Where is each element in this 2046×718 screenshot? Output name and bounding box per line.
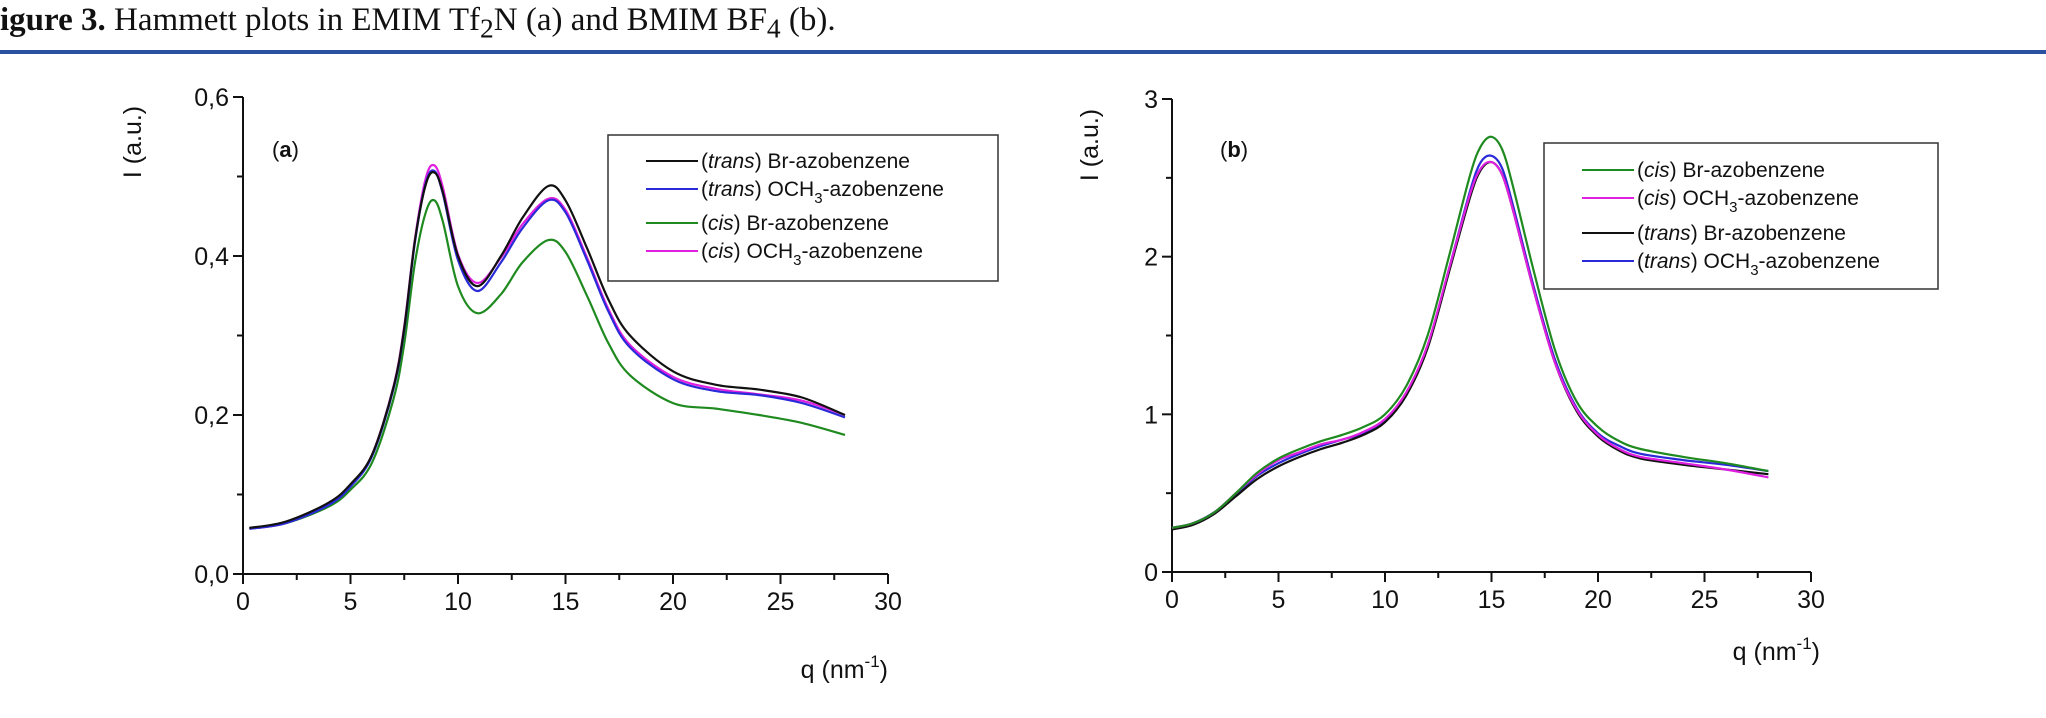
- legend-item-label: (trans) OCH3-azobenzene: [701, 178, 944, 207]
- legend-b: (cis) Br-azobenzene (cis) OCH3-azobenzene…: [1543, 142, 1939, 290]
- x-tick-label: 20: [1584, 586, 1612, 614]
- legend-box-a: [607, 134, 999, 282]
- series-line: [249, 198, 846, 530]
- legend-item-label: (cis) OCH3-azobenzene: [701, 240, 923, 269]
- x-tick-label: 20: [659, 588, 687, 616]
- caption-text-1: Hammett plots in EMIM Tf: [113, 2, 481, 38]
- y-axis-title-a: I (a.u.): [119, 106, 147, 178]
- panel-label-a: (a): [272, 137, 299, 162]
- x-tick-label: 15: [552, 588, 580, 616]
- legend-item-label: (trans) Br-azobenzene: [701, 150, 910, 173]
- figure-caption: igure 3. Hammett plots in EMIM Tf2N (a) …: [0, 2, 836, 45]
- x-tick-label: 0: [1165, 586, 1179, 614]
- legend-box-b: [1543, 142, 1939, 290]
- y-tick-label: 0,6: [194, 84, 229, 112]
- legend-item-label: (cis) OCH3-azobenzene: [1637, 187, 1859, 216]
- x-tick-label: 10: [444, 588, 472, 616]
- legend-item-label: (cis) Br-azobenzene: [1637, 159, 1825, 182]
- caption-sub-2: 4: [766, 12, 781, 44]
- caption-label: igure 3.: [0, 2, 106, 38]
- series-lines-b: [1171, 135, 1769, 531]
- x-tick-label: 15: [1478, 586, 1506, 614]
- y-tick-label: 0,0: [194, 561, 229, 589]
- y-tick-label: 1: [1144, 401, 1158, 429]
- x-tick-label: 25: [767, 588, 795, 616]
- y-tick-label: 0: [1144, 559, 1158, 587]
- series-lines-a: [249, 163, 846, 530]
- caption-text-3: (b).: [780, 2, 836, 38]
- series-line: [249, 171, 846, 529]
- axes-a: 0 5 10 15 20 25 30 0,0 0,2 0,4 0,6: [194, 84, 902, 616]
- caption-text-2: N (a) and BMIM BF: [493, 2, 767, 38]
- legend-item-label: (trans) OCH3-azobenzene: [1637, 250, 1880, 279]
- caption-sub-1: 2: [480, 12, 494, 44]
- x-tick-label: 5: [344, 588, 358, 616]
- y-axis-title-b: I (a.u.): [1076, 109, 1104, 181]
- legend-item-label: (cis) Br-azobenzene: [701, 212, 889, 235]
- caption-divider: [0, 50, 2046, 54]
- plot-panel-a: 0 5 10 15 20 25 30 0,0 0,2 0,4 0,6 I (a.u.) q (nm-…: [119, 84, 999, 684]
- panel-label-b: (b): [1220, 137, 1248, 162]
- axes-b: 0 5 10 15 20 25 30 0 1 2 3: [1144, 86, 1825, 614]
- x-tick-label: 5: [1272, 586, 1286, 614]
- x-axis-title-b: q (nm-1): [1733, 634, 1820, 666]
- legend-item-label: (trans) Br-azobenzene: [1637, 222, 1846, 245]
- x-tick-label: 10: [1371, 586, 1399, 614]
- x-tick-label: 0: [236, 588, 250, 616]
- x-tick-label: 25: [1691, 586, 1719, 614]
- x-tick-label: 30: [1797, 586, 1825, 614]
- y-tick-label: 0,4: [194, 243, 229, 271]
- plot-panel-b: 0 5 10 15 20 25 30 0 1 2 3 I (a.u.) q (nm-1) (b) (…: [1076, 86, 1939, 666]
- y-tick-label: 0,2: [194, 402, 229, 430]
- series-line: [1171, 135, 1769, 529]
- y-tick-label: 2: [1144, 244, 1158, 272]
- legend-a: (trans) Br-azobenzene (trans) OCH3-azoben…: [607, 134, 999, 282]
- y-tick-label: 3: [1144, 86, 1158, 114]
- x-axis-title-a: q (nm-1): [801, 652, 888, 684]
- series-line: [1171, 160, 1769, 529]
- x-tick-label: 30: [874, 588, 902, 616]
